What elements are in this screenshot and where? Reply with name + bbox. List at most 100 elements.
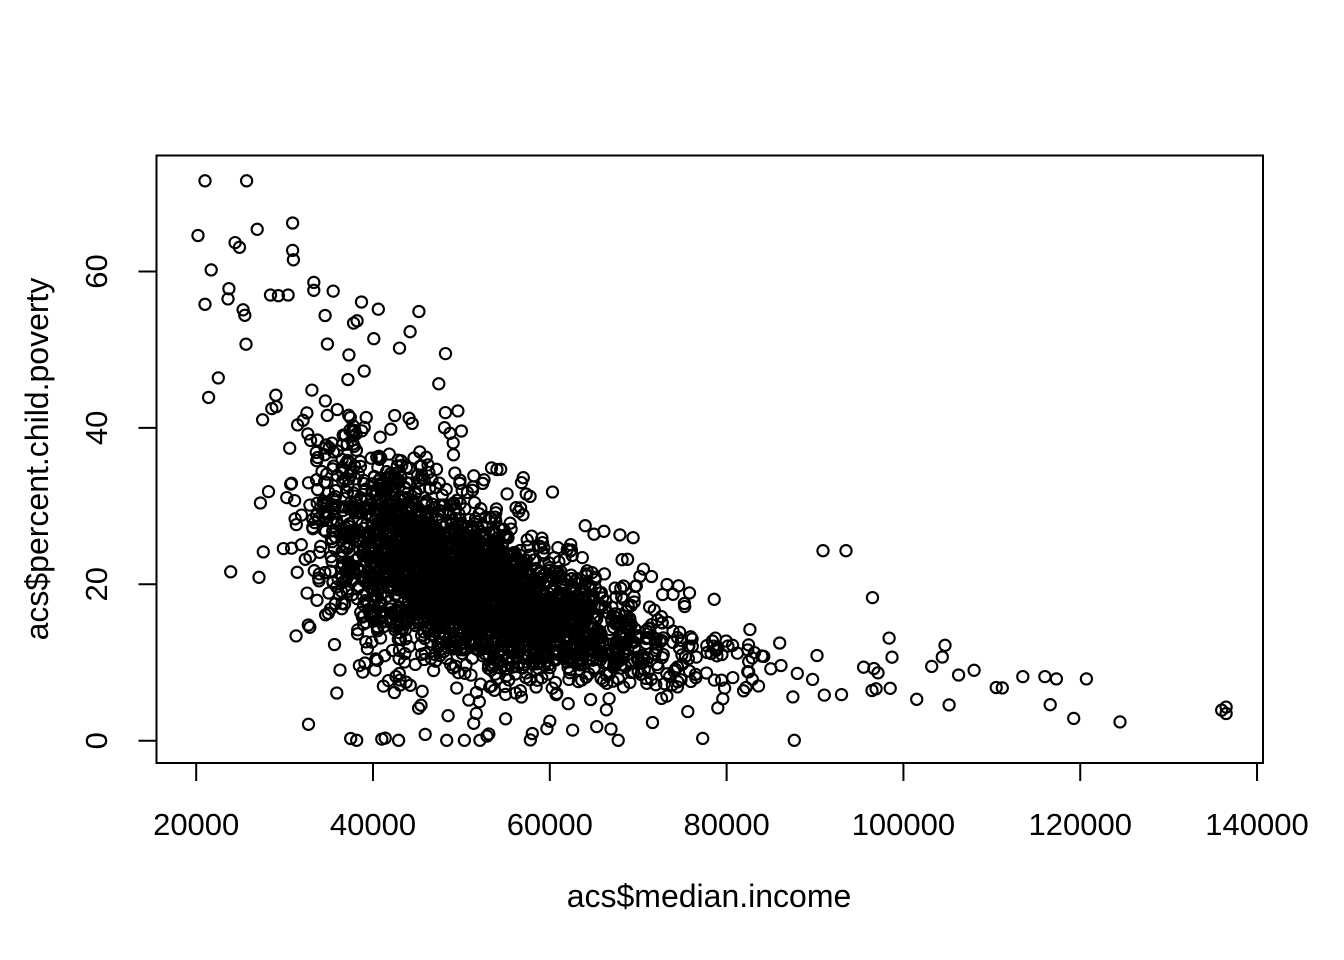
data-point [675,648,689,662]
x-tick-label: 80000 [684,807,770,842]
data-point [307,275,321,290]
data-point [440,733,454,747]
x-tick-label: 120000 [1029,807,1132,842]
x-axis-title: acs$median.income [567,878,852,914]
data-point [309,473,324,487]
data-point [665,678,679,692]
data-point [432,377,446,391]
data-point [491,567,505,581]
data-point [201,390,216,405]
data-point [285,216,300,230]
data-point [392,666,406,681]
data-point [461,543,476,557]
x-tick-label: 100000 [852,807,955,842]
data-point [786,690,800,704]
data-point [323,564,338,578]
data-point [358,656,372,670]
data-point [417,588,431,602]
data-point [462,693,476,707]
data-point [448,592,462,606]
data-point [599,703,614,717]
data-point [755,649,769,663]
data-point [310,593,324,607]
data-point [490,462,504,477]
data-point [470,598,484,613]
data-point [356,617,371,631]
data-point [360,642,375,656]
data-point [290,565,304,579]
data-point [263,288,278,302]
data-point [577,644,591,658]
data-point [317,523,331,537]
data-point [542,556,556,570]
data-point [343,410,357,425]
data-point [490,554,504,568]
data-point [443,536,458,550]
data-point [447,612,461,626]
data-point [579,594,593,609]
data-point [312,545,327,559]
data-point [349,506,363,520]
data-point [631,650,645,664]
data-point [411,616,426,630]
data-point [743,622,757,637]
data-point [301,427,315,441]
data-point [250,222,264,236]
data-point [335,544,350,559]
data-point [553,570,568,585]
y-axis: 0 20 40 60 [79,254,157,749]
data-point [1038,669,1052,684]
data-point [467,544,481,559]
data-point [408,487,422,501]
data-point [704,646,718,661]
data-point [438,405,453,420]
data-point [865,590,880,605]
data-point [392,651,406,666]
data-point [509,549,523,563]
data-point [392,643,407,658]
data-point [438,346,453,361]
data-point [942,698,956,712]
data-point [513,501,528,515]
data-point [387,685,402,700]
data-point [384,574,399,588]
data-point [428,647,442,662]
data-point [402,556,416,570]
data-point [349,443,364,457]
data-point [1215,703,1229,717]
data-point [281,288,295,302]
data-point [432,629,446,644]
data-point [543,714,557,728]
data-point [575,550,589,565]
data-point [865,683,879,698]
data-point [448,466,462,480]
data-point [593,653,607,667]
data-point [391,733,406,747]
data-point [314,539,328,554]
data-point [484,627,498,641]
data-point [330,686,344,700]
data-point [554,636,568,651]
data-point [498,687,513,702]
data-point [342,348,356,362]
data-point [1043,698,1057,712]
data-point [710,649,724,663]
data-point [510,644,524,659]
data-point [423,576,437,590]
data-point [583,692,598,707]
data-point [579,569,594,583]
data-point [368,525,383,539]
data-point [564,543,579,557]
data-point [644,569,659,584]
data-point [615,553,629,567]
data-point [705,634,720,648]
data-point [384,422,398,436]
data-point [384,469,399,484]
data-point [326,459,341,473]
data-point [269,388,283,402]
data-point [333,663,347,677]
data-point [816,544,830,558]
data-point [482,727,496,741]
data-point [545,485,560,499]
